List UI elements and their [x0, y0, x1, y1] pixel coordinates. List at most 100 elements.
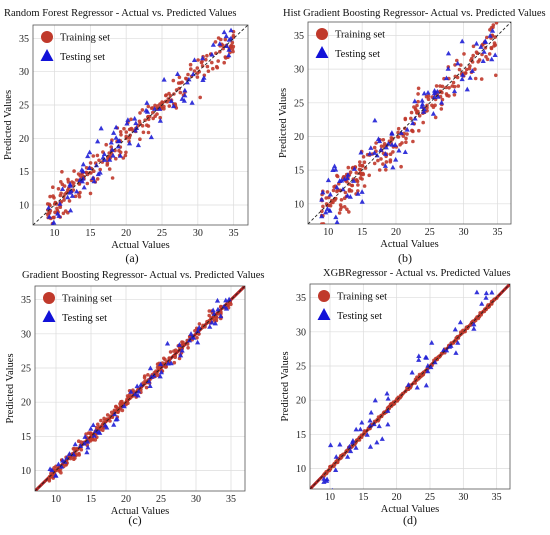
legend-triangle-icon [42, 310, 56, 322]
training-point [228, 44, 233, 49]
testing-point [367, 417, 373, 423]
testing-point [49, 467, 55, 473]
training-point [396, 130, 400, 135]
testing-point [431, 94, 437, 100]
x-tick-label: 10 [323, 227, 333, 238]
training-point [485, 35, 489, 40]
training-point [447, 86, 451, 90]
legend-circle-icon [316, 28, 328, 40]
testing-point [138, 382, 144, 387]
testing-point [66, 451, 73, 456]
y-tick-label: 25 [296, 362, 306, 373]
training-point [431, 105, 436, 109]
testing-point [217, 41, 223, 46]
testing-point [368, 145, 374, 150]
training-point [138, 137, 142, 141]
training-point [97, 425, 102, 430]
y-tick-label: 35 [19, 34, 29, 45]
testing-point [376, 423, 382, 429]
training-point [210, 60, 214, 65]
testing-point [351, 166, 358, 171]
testing-point [164, 340, 171, 346]
training-point [63, 209, 68, 213]
training-point [198, 95, 202, 100]
training-point [128, 133, 132, 138]
testing-point [101, 157, 108, 162]
training-point [91, 154, 96, 158]
testing-point [489, 28, 496, 33]
training-point [459, 63, 463, 67]
testing-point [385, 395, 391, 401]
testing-point [378, 147, 384, 152]
testing-point [323, 209, 329, 215]
y-tick-label: 15 [19, 167, 29, 178]
testing-point [87, 149, 93, 155]
testing-point [210, 42, 216, 47]
training-point [188, 62, 193, 67]
training-point [409, 110, 414, 115]
testing-point [161, 76, 167, 82]
training-point [178, 90, 183, 95]
testing-point [182, 92, 188, 98]
training-point [493, 43, 498, 47]
training-point [92, 169, 96, 173]
training-point [324, 196, 329, 200]
testing-point [111, 422, 117, 427]
training-point [98, 167, 102, 172]
training-point [118, 150, 123, 155]
training-point [416, 86, 421, 91]
testing-point [176, 342, 183, 347]
testing-point [182, 87, 188, 93]
training-point [374, 141, 378, 145]
training-point [74, 178, 79, 182]
training-point [104, 142, 108, 147]
training-point [471, 53, 476, 58]
training-point [345, 207, 349, 212]
training-point [196, 58, 200, 62]
training-point [215, 315, 219, 320]
training-point [195, 75, 200, 79]
training-point [494, 22, 499, 25]
training-point [451, 341, 456, 345]
testing-point [67, 207, 74, 213]
x-tick-label: 15 [86, 494, 96, 505]
panel-sublabel: (d) [403, 513, 417, 527]
legend-label: Testing set [60, 52, 105, 63]
training-point [452, 93, 457, 97]
training-point [421, 120, 426, 125]
testing-point [372, 397, 378, 403]
legend-circle-icon [318, 290, 330, 302]
testing-point [467, 75, 473, 80]
testing-point [97, 169, 103, 175]
training-point [362, 160, 367, 164]
training-point [322, 473, 326, 478]
training-point [47, 202, 52, 207]
training-point [195, 66, 200, 70]
testing-point [117, 153, 123, 158]
training-point [347, 210, 351, 214]
training-point [76, 439, 81, 444]
chart-title: Hist Gradient Boosting Regressor- Actual… [283, 8, 546, 19]
testing-point [323, 478, 330, 483]
testing-point [350, 178, 357, 183]
testing-point [455, 340, 461, 345]
training-point [347, 187, 352, 192]
testing-point [451, 88, 458, 94]
training-point [205, 53, 209, 58]
testing-point [347, 448, 354, 454]
training-point [88, 161, 93, 165]
training-point [68, 456, 73, 461]
testing-point [93, 162, 100, 168]
x-tick-label: 30 [193, 228, 203, 239]
legend-label: Testing set [335, 49, 380, 60]
testing-point [135, 392, 141, 398]
training-point [388, 158, 393, 162]
x-tick-label: 10 [325, 492, 335, 503]
training-point [77, 194, 82, 199]
training-point [206, 69, 211, 73]
testing-point [95, 138, 101, 144]
training-point [167, 91, 171, 96]
x-tick-label: 35 [492, 227, 502, 238]
training-point [86, 431, 91, 435]
testing-point [346, 443, 353, 449]
